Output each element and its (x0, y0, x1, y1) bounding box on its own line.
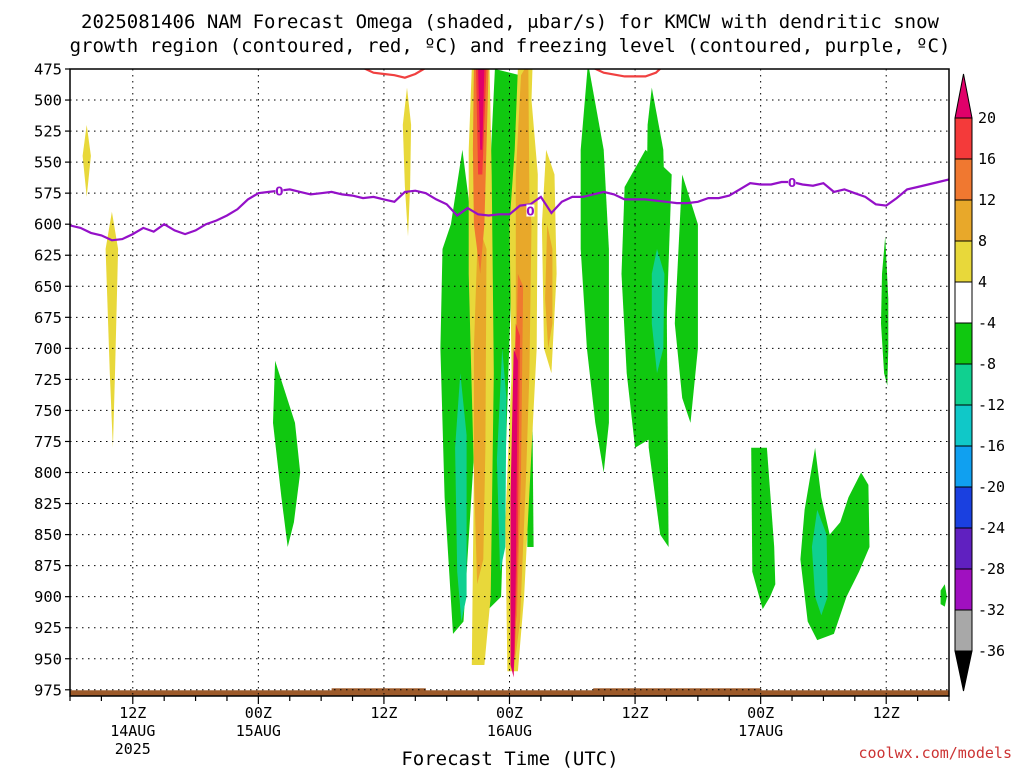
x-tick-date: 14AUG (110, 722, 155, 740)
omega-region-18 (811, 509, 828, 616)
colorbar-label: 4 (978, 273, 987, 291)
y-tick-label: 675 (34, 309, 62, 327)
freezing-label-bg (526, 204, 535, 217)
x-axis-label: Forecast Time (UTC) (401, 748, 618, 768)
y-tick-label: 525 (34, 123, 62, 141)
y-tick-label: 725 (34, 371, 62, 389)
colorbar-bin (954, 404, 973, 447)
x-tick-label: 00Z (747, 704, 774, 722)
colorbar-bin (954, 609, 973, 652)
chart-title-line-2: growth region (contoured, red, ºC) and f… (70, 35, 951, 57)
colorbar-label: -4 (978, 314, 996, 332)
omega-region-3 (273, 360, 301, 547)
freezing-level-line (70, 178, 949, 242)
y-tick-label: 575 (34, 185, 62, 203)
colorbar-bin (954, 199, 973, 242)
colorbar-label: 12 (978, 191, 996, 209)
colorbar-bin (954, 117, 973, 160)
y-tick-label: 800 (34, 464, 62, 482)
colorbar-label: 16 (978, 150, 996, 168)
omega-region-23 (478, 69, 485, 150)
freezing-label: 0 (275, 185, 283, 199)
colorbar-bin (954, 240, 973, 283)
x-tick-label: 00Z (245, 704, 272, 722)
colorbar-bin (954, 527, 973, 570)
colorbar-bin (954, 486, 973, 529)
y-axis-ticks: 475 500 525 550 575 600 625 650 675 700 725 750 775 8… (34, 61, 70, 699)
source-credit: coolwx.com/models (858, 744, 1012, 762)
omega-region-10 (674, 174, 698, 423)
colorbar-bin (954, 322, 973, 365)
colorbar-bin (954, 281, 973, 324)
y-tick-label: 950 (34, 650, 62, 668)
omega-region-28 (510, 348, 518, 678)
y-tick-label: 975 (34, 681, 62, 699)
x-tick-date: 17AUG (738, 722, 783, 740)
x-tick-year: 2025 (115, 740, 151, 758)
x-tick-label: 12Z (622, 704, 649, 722)
colorbar-bin (954, 568, 973, 611)
omega-region-0 (82, 124, 91, 197)
y-tick-label: 700 (34, 340, 62, 358)
y-tick-label: 925 (34, 619, 62, 637)
ground-bump (331, 688, 426, 692)
omega-region-7 (580, 69, 609, 473)
y-tick-label: 750 (34, 402, 62, 420)
omega-region-20 (473, 224, 487, 585)
x-tick-date: 16AUG (487, 722, 532, 740)
colorbar-bottom-arrow (954, 650, 973, 692)
colorbar-label: -28 (978, 560, 1005, 578)
freezing-label: 0 (526, 205, 534, 219)
y-tick-label: 650 (34, 278, 62, 296)
omega-region-14 (940, 584, 947, 607)
freezing-label: 0 (788, 176, 796, 190)
colorbar-top-arrow (954, 73, 973, 119)
chart-title-line-1: 2025081406 NAM Forecast Omega (shaded, μ… (81, 11, 939, 33)
y-tick-label: 875 (34, 557, 62, 575)
x-tick-label: 12Z (873, 704, 900, 722)
omega-region-16 (496, 348, 507, 572)
x-tick-date: 15AUG (236, 722, 281, 740)
colorbar-label: -36 (978, 642, 1005, 660)
colorbar-label: -32 (978, 601, 1005, 619)
y-tick-label: 500 (34, 92, 62, 110)
y-tick-label: 600 (34, 216, 62, 234)
freezing-label-bg (275, 184, 284, 197)
dendritic-contour-1 (593, 69, 662, 78)
y-tick-label: 825 (34, 495, 62, 513)
gridlines (70, 69, 949, 696)
y-tick-label: 625 (34, 247, 62, 265)
omega-region-11 (751, 447, 776, 610)
colorbar-label: -24 (978, 519, 1005, 537)
omega-region-1 (105, 211, 119, 448)
omega-region-17 (651, 249, 665, 374)
omega-region-15 (455, 373, 467, 622)
x-tick-label: 12Z (370, 704, 397, 722)
x-tick-label: 12Z (119, 704, 146, 722)
freezing-level-contour: 0 0 0 (70, 175, 949, 242)
y-tick-label: 475 (34, 61, 62, 79)
y-tick-label: 900 (34, 588, 62, 606)
colorbar-label: -20 (978, 478, 1005, 496)
colorbar-bin (954, 363, 973, 406)
dendritic-contour-0 (362, 69, 426, 79)
x-tick-label: 00Z (496, 704, 523, 722)
dendritic-growth-contours (362, 69, 662, 79)
colorbar-label: 20 (978, 109, 996, 127)
colorbar-label: -16 (978, 437, 1005, 455)
y-tick-label: 550 (34, 154, 62, 172)
colorbar-label: -12 (978, 396, 1005, 414)
colorbar: 20 16 12 8 4 -4 -8 -12 -16 -20 -24 -28 -32 -36 (954, 73, 1005, 692)
y-tick-label: 850 (34, 526, 62, 544)
colorbar-label: -8 (978, 355, 996, 373)
y-tick-label: 775 (34, 433, 62, 451)
colorbar-label: 8 (978, 232, 987, 250)
colorbar-bin (954, 445, 973, 488)
colorbar-bin (954, 158, 973, 201)
freezing-label-bg (788, 175, 797, 188)
